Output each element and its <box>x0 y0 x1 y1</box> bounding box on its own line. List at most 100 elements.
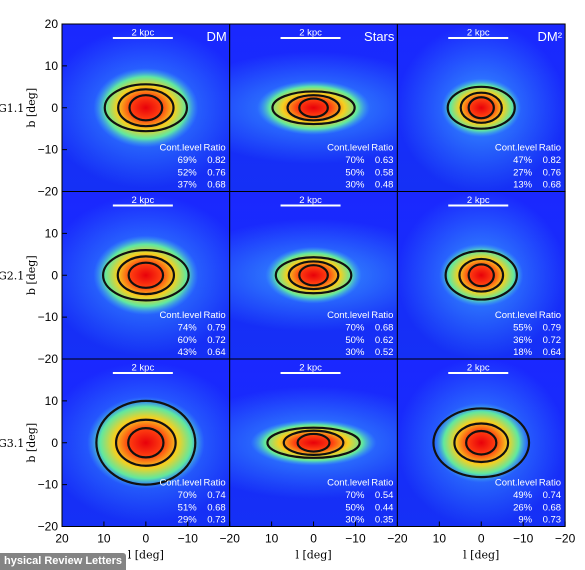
cont-level-header: Cont.level <box>159 478 201 489</box>
density-core <box>93 235 199 316</box>
contour-level: 74% <box>178 323 198 334</box>
contour-ratio: 0.64 <box>207 347 226 358</box>
scale-bar-label: 2 kpc <box>299 28 322 39</box>
contour-ratio: 0.62 <box>375 335 394 346</box>
contour-level: 18% <box>513 347 533 358</box>
y-tick-label: 0 <box>51 101 58 115</box>
x-tick-label: 0 <box>478 532 485 546</box>
contour-ratio: 0.82 <box>543 155 562 166</box>
cont-level-header: Cont.level <box>495 310 537 321</box>
contour-2 <box>287 260 340 291</box>
density-core <box>93 67 199 148</box>
column-title: DM² <box>538 29 563 44</box>
ratio-header: Ratio <box>204 310 226 321</box>
x-tick-label: 10 <box>265 532 279 546</box>
row-label: G1.1 <box>0 102 24 115</box>
contour-level: 50% <box>345 167 365 178</box>
contour-1 <box>95 399 197 486</box>
contour-ratio: 0.72 <box>543 335 562 346</box>
contour-level: 52% <box>178 167 198 178</box>
contour-ratio: 0.82 <box>207 155 226 166</box>
x-tick-label: 10 <box>97 532 111 546</box>
contour-level: 30% <box>345 180 365 191</box>
contour-level: 70% <box>345 323 365 334</box>
contour-ratio: 0.72 <box>207 335 226 346</box>
density-core <box>439 243 524 307</box>
contour-level: 37% <box>178 180 198 191</box>
y-tick-label: −10 <box>38 478 59 492</box>
panel-r2-c1: 2 kpc Cont.level Ratio 70% 0.54 50% 0.44 30% 0.3… <box>229 358 398 527</box>
contour-ratio: 0.79 <box>207 323 226 334</box>
ratio-header: Ratio <box>204 478 226 489</box>
contour-level: 29% <box>178 515 198 526</box>
cont-level-header: Cont.level <box>327 310 369 321</box>
contour-1 <box>103 83 189 133</box>
contour-3 <box>127 426 165 459</box>
panel-r1-c0: 2 kpc Cont.level Ratio 74% 0.79 60% 0.72 43% 0.6… <box>61 191 231 360</box>
contour-level: 36% <box>513 335 533 346</box>
y-tick-label: 10 <box>45 394 59 408</box>
scale-bar-label: 2 kpc <box>467 363 490 374</box>
contour-3 <box>127 261 165 289</box>
x-tick-label: −20 <box>220 532 241 546</box>
ratio-header: Ratio <box>371 478 393 489</box>
contour-level: 30% <box>345 515 365 526</box>
x-tick-label: −10 <box>345 532 366 546</box>
contour-2 <box>286 94 341 122</box>
contour-1 <box>101 249 190 302</box>
x-tick-label: −10 <box>178 532 199 546</box>
x-tick-label: 20 <box>55 532 69 546</box>
y-tick-label: 10 <box>45 226 59 240</box>
contour-ratio: 0.63 <box>375 155 394 166</box>
contour-level: 70% <box>345 155 365 166</box>
contour-ratio: 0.54 <box>375 490 394 501</box>
contour-level: 13% <box>513 180 533 191</box>
panel-r0-c2: 2 kpc DM² Cont.level Ratio 47% 0.82 27% 0.76 13%… <box>396 23 566 192</box>
contour-ratio: 0.73 <box>207 515 226 526</box>
contour-3 <box>467 96 495 120</box>
scale-bar-label: 2 kpc <box>299 195 322 206</box>
contour-ratio: 0.73 <box>543 515 562 526</box>
contour-level: 27% <box>513 167 533 178</box>
contour-level: 60% <box>178 335 198 346</box>
contour-2 <box>282 429 345 456</box>
scale-bar-label: 2 kpc <box>467 28 490 39</box>
density-core <box>256 80 371 135</box>
contour-3 <box>467 263 495 288</box>
contour-level: 50% <box>345 335 365 346</box>
scale-bar-label: 2 kpc <box>299 363 322 374</box>
scale-bar-label: 2 kpc <box>131 28 154 39</box>
contour-2 <box>117 88 175 128</box>
contour-2 <box>116 255 176 296</box>
contour-1 <box>274 256 353 295</box>
cont-level-header: Cont.level <box>327 143 369 154</box>
x-tick-label: −20 <box>555 532 576 546</box>
panel-r0-c0: 2 kpc DM Cont.level Ratio 69% 0.82 52% 0.76 37% 0… <box>61 23 231 192</box>
contour-ratio: 0.48 <box>375 180 394 191</box>
x-tick-label: 10 <box>433 532 447 546</box>
y-tick-label: 20 <box>45 17 59 31</box>
contour-level: 69% <box>178 155 198 166</box>
contour-1 <box>444 249 518 301</box>
cont-level-header: Cont.level <box>159 310 201 321</box>
contour-3 <box>298 264 329 287</box>
x-tick-label: −20 <box>387 532 408 546</box>
contour-2 <box>459 91 503 124</box>
contour-ratio: 0.68 <box>543 180 562 191</box>
contour-ratio: 0.52 <box>375 347 394 358</box>
panel-r2-c2: 2 kpc Cont.level Ratio 49% 0.74 26% 0.68 9% 0.73 <box>396 358 566 527</box>
panel-r0-c1: 2 kpc Stars Cont.level Ratio 70% 0.63 50% 0.58 3… <box>229 23 398 192</box>
density-core <box>87 396 205 489</box>
ratio-header: Ratio <box>539 310 561 321</box>
x-axis-label: l [deg] <box>128 549 164 562</box>
contour-3 <box>298 97 329 119</box>
density-core <box>441 78 522 138</box>
ratio-header: Ratio <box>539 478 561 489</box>
contour-1 <box>271 90 356 126</box>
cont-level-header: Cont.level <box>495 478 537 489</box>
ratio-header: Ratio <box>539 143 561 154</box>
density-core <box>433 402 530 483</box>
contour-level: 26% <box>513 502 533 513</box>
x-axis-label: l [deg] <box>463 549 499 562</box>
